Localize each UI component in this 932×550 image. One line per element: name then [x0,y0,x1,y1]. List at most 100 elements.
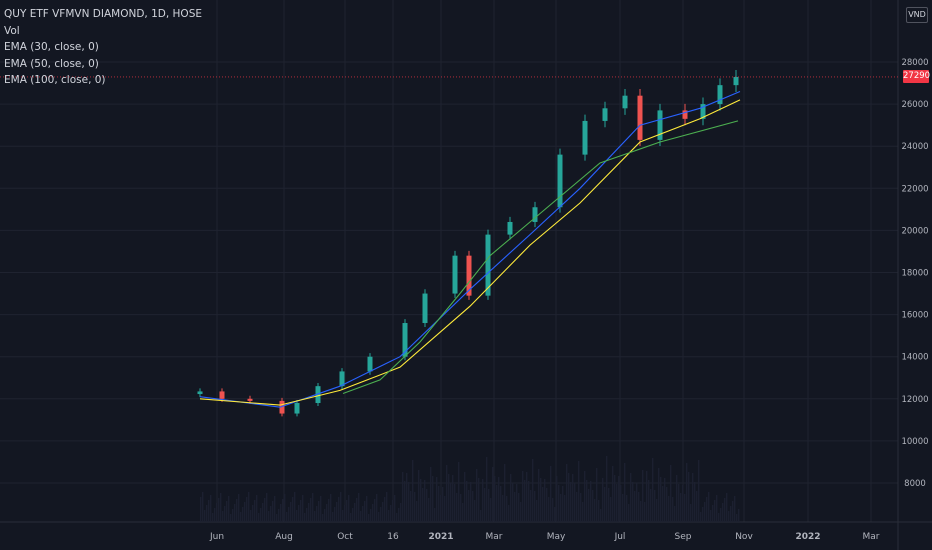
volume-bar [436,477,438,522]
volume-bar [262,503,264,522]
volume-bar [268,511,270,522]
price-tick-label: 12000 [901,395,928,405]
volume-bar [560,494,562,522]
volume-bar [228,496,230,522]
volume-bar [290,502,292,522]
volume-bar [520,502,522,522]
volume-bar [394,495,396,522]
volume-bar [614,475,616,522]
volume-bar [444,496,446,522]
volume-bar [238,494,240,522]
volume-bar [350,513,352,522]
volume-bar [670,465,672,522]
candle-body [717,85,723,105]
volume-bar [326,504,328,522]
volume-bar [430,467,432,522]
volume-bar [274,496,276,522]
time-tick-label: Oct [337,532,353,542]
volume-bar [720,508,722,522]
volume-bar [694,482,696,522]
volume-bar [516,484,518,522]
volume-bar [650,489,652,522]
volume-bar [356,498,358,522]
volume-bar [718,513,720,522]
volume-bar [608,488,610,522]
volume-bar [558,485,560,522]
volume-bar [492,467,494,522]
volume-bar [252,505,254,522]
candle-body [219,391,225,399]
volume-bar [354,503,356,522]
volume-bar [442,487,444,522]
volume-bar [626,495,628,522]
volume-bar [440,495,442,522]
legend-ema-30[interactable]: EMA (30, close, 0) [4,41,99,53]
volume-bar [208,500,210,522]
volume-bar [600,509,602,522]
volume-bar [240,512,242,522]
time-tick-label: Jul [614,532,626,542]
volume-bar [296,510,298,522]
volume-bar [438,486,440,522]
candle-body [279,400,285,414]
candle-body [466,255,472,296]
volume-bar [230,514,232,522]
volume-bar [518,493,520,522]
time-tick-label: Mar [486,532,503,542]
price-axis[interactable]: 8000 10000 12000 14000 16000 18000 20000 22000 2… [901,58,928,489]
legend-ema-100[interactable]: EMA (100, close, 0) [4,74,106,86]
volume-bar [366,496,368,522]
chart-legend: QUY ETF VFMVN DIAMOND, 1D, HOSE Vol EMA … [4,6,202,89]
volume-bar [580,493,582,522]
last-price-badge: 27290 [903,70,931,84]
volume-bar [460,494,462,522]
volume-bar [592,490,594,522]
volume-bar [652,458,654,522]
volume-bar [358,493,360,522]
currency-label[interactable]: VND [906,7,928,23]
volume-bar [508,505,510,522]
volume-bar [550,466,552,522]
volume-bar [532,459,534,522]
time-tick-label: May [547,532,566,542]
volume-bar [432,476,434,522]
legend-ema-50[interactable]: EMA (50, close, 0) [4,57,99,70]
volume-bar [730,506,732,522]
price-tick-label: 26000 [901,100,928,110]
volume-bar [362,506,364,522]
price-tick-label: 16000 [901,311,928,321]
volume-bar [380,507,382,522]
candle-body [402,323,408,357]
volume-bar [254,500,256,522]
volume-bar [244,502,246,522]
candle-body [422,293,428,324]
volume-bar [412,460,414,522]
volume-bar [698,460,700,522]
time-tick-label: 2022 [795,532,820,542]
legend-volume[interactable]: Vol [4,24,20,37]
volume-bar [498,477,500,522]
price-tick-label: 14000 [901,353,928,363]
volume-bar [236,499,238,522]
volume-bar [598,500,600,522]
volume-bar [402,472,404,522]
time-axis[interactable]: Jun Aug Oct 16 2021 Mar May Jul Sep Nov 2022 Mar [209,532,880,542]
volume-bar [644,502,646,522]
volume-bar [504,464,506,522]
volume-bar [604,487,606,522]
volume-bar [224,506,226,522]
symbol-title[interactable]: QUY ETF VFMVN DIAMOND, 1D, HOSE [4,8,202,20]
volume-bar [574,483,576,522]
volume-bar [266,493,268,522]
volume-bar [222,511,224,522]
volume-bar [368,514,370,522]
price-tick-label: 18000 [901,269,928,279]
volume-bar [298,505,300,522]
candle-body [452,255,458,294]
volume-bar [584,471,586,522]
volume-bar [714,500,716,522]
volume-bar [360,511,362,522]
volume-bar [314,511,316,522]
